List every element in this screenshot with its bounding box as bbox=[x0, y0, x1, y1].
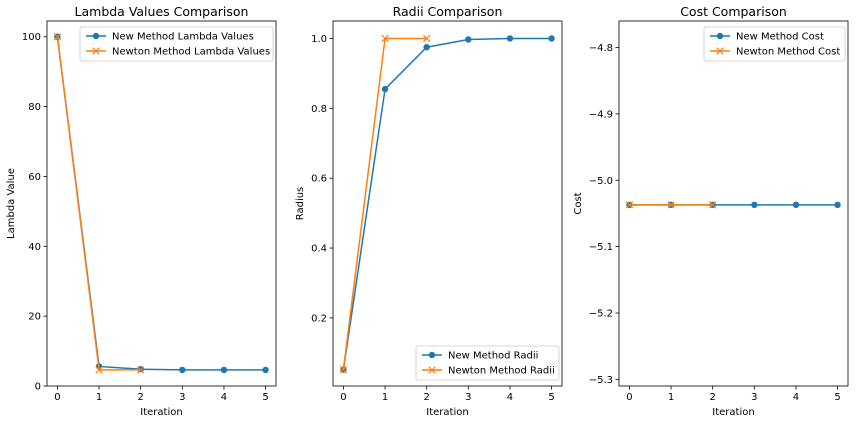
x-tick-label: 4 bbox=[507, 392, 513, 403]
legend-label: Newton Method Cost bbox=[736, 47, 840, 58]
data-point bbox=[220, 366, 228, 374]
x-tick-label: 0 bbox=[626, 392, 632, 403]
x-tick-label: 3 bbox=[751, 392, 757, 403]
data-point bbox=[262, 366, 269, 374]
data-point bbox=[423, 43, 430, 51]
data-point bbox=[625, 201, 634, 209]
series-2 bbox=[53, 32, 145, 374]
legend-box bbox=[703, 26, 846, 62]
data-point bbox=[179, 366, 186, 374]
legend: New Method Cost Newton Method Cost bbox=[703, 26, 846, 62]
subplot-title: Radii Comparison bbox=[393, 4, 503, 19]
series-1 bbox=[340, 35, 555, 373]
y-tick-label: 60 bbox=[28, 172, 41, 183]
y-tick-label: −5.1 bbox=[589, 242, 613, 253]
y-tick-label: 0.2 bbox=[311, 313, 327, 324]
data-point bbox=[339, 365, 348, 374]
data-point bbox=[834, 201, 841, 209]
subplot-2: 0 1 2 3 4 5 0.2 0.4 0.6 0.8 1.0 Radii Comparison Ite… bbox=[295, 4, 563, 418]
y-tick-label: −4.9 bbox=[589, 109, 613, 120]
y-tick-label: 0 bbox=[35, 382, 41, 393]
legend: New Method Lambda Values Newton Method La… bbox=[79, 26, 274, 62]
x-tick-label: 1 bbox=[668, 392, 674, 403]
x-tick-label: 0 bbox=[340, 392, 346, 403]
data-point bbox=[548, 35, 555, 42]
data-point bbox=[708, 201, 717, 209]
plot-area-frame bbox=[46, 20, 277, 387]
data-point bbox=[667, 201, 675, 209]
data-point bbox=[381, 85, 389, 93]
subplot-title: Lambda Values Comparison bbox=[75, 4, 249, 19]
subplot-1: 0 1 2 3 4 5 0 20 40 60 80 100 Lambda Values Comparis… bbox=[6, 4, 277, 418]
series-line bbox=[342, 37, 552, 370]
legend-swatch-marker bbox=[92, 32, 100, 40]
legend-box bbox=[415, 345, 560, 381]
y-tick-label: 0.8 bbox=[311, 104, 327, 115]
legend-label: New Method Cost bbox=[736, 32, 824, 43]
y-tick-label: 0.6 bbox=[311, 174, 327, 185]
legend-label: Newton Method Radii bbox=[448, 366, 555, 377]
data-point bbox=[136, 366, 145, 374]
y-axis-label: Lambda Value bbox=[6, 168, 17, 239]
x-tick-label: 4 bbox=[221, 392, 227, 403]
legend-swatch-marker bbox=[428, 351, 436, 359]
y-axis-label: Cost bbox=[573, 192, 584, 214]
legend-swatch-marker bbox=[716, 47, 724, 55]
x-tick-label: 3 bbox=[465, 392, 471, 403]
legend: New Method Radii Newton Method Radii bbox=[415, 345, 560, 381]
legend-swatch-marker bbox=[716, 32, 724, 40]
legend-box bbox=[79, 26, 274, 62]
y-tick-label: 40 bbox=[28, 242, 41, 253]
data-point bbox=[381, 34, 389, 43]
x-tick-label: 5 bbox=[262, 392, 268, 403]
y-tick-label: 1.0 bbox=[311, 34, 327, 45]
y-tick-label: 80 bbox=[28, 102, 41, 113]
x-tick-label: 4 bbox=[793, 392, 799, 403]
legend-label: New Method Radii bbox=[448, 351, 538, 362]
y-tick-label: −5.3 bbox=[589, 375, 613, 386]
plot-area-frame bbox=[332, 20, 563, 387]
x-tick-label: 5 bbox=[834, 392, 840, 403]
x-tick-label: 0 bbox=[54, 392, 60, 403]
subplot-title: Cost Comparison bbox=[680, 4, 787, 19]
series-2 bbox=[625, 201, 717, 209]
data-point bbox=[465, 36, 472, 43]
x-tick-label: 2 bbox=[709, 392, 715, 403]
subplot-3: 0 1 2 3 4 5 −5.3 −5.2 −5.1 −5.0 −4.9 −4.8 Cost Compa… bbox=[573, 4, 849, 418]
data-point bbox=[506, 35, 514, 42]
x-axis-label: Iteration bbox=[140, 407, 182, 418]
data-point bbox=[751, 201, 758, 209]
data-point bbox=[53, 32, 62, 41]
legend-swatch-marker bbox=[428, 366, 436, 374]
data-point bbox=[422, 34, 431, 43]
y-tick-label: −5.2 bbox=[589, 309, 613, 320]
y-axis-label: Radius bbox=[295, 187, 306, 221]
x-tick-label: 2 bbox=[423, 392, 429, 403]
series-2 bbox=[339, 34, 431, 374]
x-axis-label: Iteration bbox=[426, 407, 468, 418]
x-tick-label: 5 bbox=[548, 392, 554, 403]
data-point bbox=[792, 201, 800, 209]
y-tick-label: −4.8 bbox=[589, 43, 613, 54]
legend-label: Newton Method Lambda Values bbox=[112, 47, 270, 58]
x-axis-label: Iteration bbox=[712, 407, 754, 418]
y-tick-label: 100 bbox=[22, 32, 41, 43]
x-tick-label: 1 bbox=[382, 392, 388, 403]
legend-label: New Method Lambda Values bbox=[112, 32, 254, 43]
y-tick-label: 20 bbox=[28, 312, 41, 323]
plot-area-frame bbox=[618, 20, 849, 387]
x-tick-label: 2 bbox=[137, 392, 143, 403]
y-tick-label: −5.0 bbox=[589, 176, 613, 187]
x-tick-label: 3 bbox=[179, 392, 185, 403]
y-tick-label: 0.4 bbox=[311, 244, 327, 255]
legend-swatch-marker bbox=[92, 47, 100, 55]
data-point bbox=[95, 366, 103, 374]
x-tick-label: 1 bbox=[96, 392, 102, 403]
